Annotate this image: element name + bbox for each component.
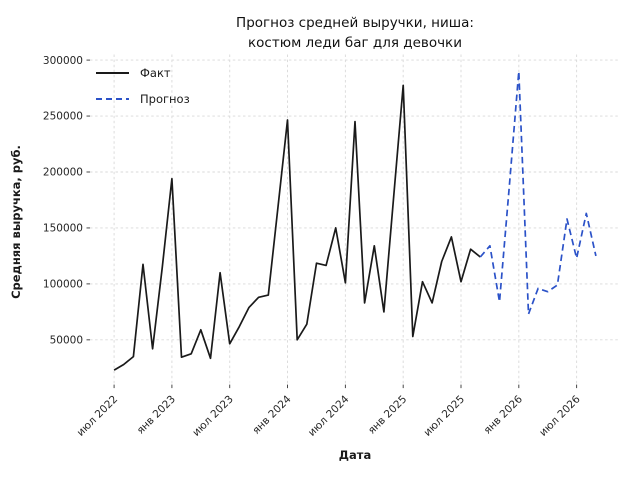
chart-title-line2: костюм леди баг для девочки [248, 35, 462, 51]
y-tick-label: 50000 [50, 335, 83, 347]
y-tick-label: 150000 [43, 223, 83, 235]
x-tick-label: янв 2023 [135, 393, 178, 436]
x-tick-label: янв 2025 [366, 393, 409, 436]
x-tick-label: июл 2024 [306, 393, 352, 439]
y-tick-label: 250000 [43, 111, 83, 123]
x-tick-label: июл 2025 [422, 393, 468, 439]
forecast-line-sample [96, 97, 129, 100]
legend-label-fact: Факт [140, 65, 171, 80]
fact-line [113, 84, 481, 371]
x-tick-label: июл 2022 [75, 393, 121, 439]
legend-item-fact: Факт [96, 64, 190, 81]
y-tick-label: 100000 [43, 279, 83, 291]
legend-label-forecast: Прогноз [140, 91, 190, 106]
fact-line-sample [96, 71, 129, 74]
chart-title: Прогноз средней выручки, ниша: костюм ле… [90, 13, 620, 53]
legend: Факт Прогноз [96, 64, 190, 116]
x-tick-label: янв 2024 [250, 393, 294, 437]
y-tick-label: 300000 [43, 55, 83, 67]
forecast-line [479, 70, 597, 315]
x-axis-label: Дата [338, 448, 372, 462]
y-tick-label: 200000 [43, 167, 83, 179]
x-tick-label: янв 2026 [481, 393, 525, 437]
chart-title-line1: Прогноз средней выручки, ниша: [236, 15, 474, 31]
x-tick-label: июл 2023 [190, 393, 236, 439]
x-tick-label: июл 2026 [537, 393, 583, 439]
y-axis-label: Средняя выручка, руб. [9, 145, 23, 299]
legend-item-forecast: Прогноз [96, 90, 190, 107]
